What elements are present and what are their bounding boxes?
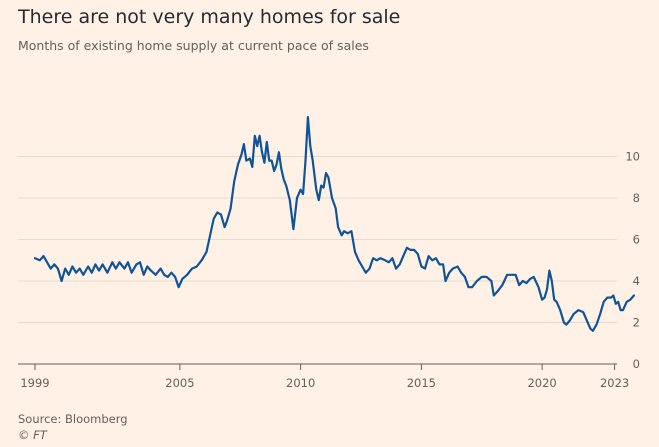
chart-subtitle: Months of existing home supply at curren… <box>18 38 369 53</box>
x-tick-label: 2020 <box>527 376 556 390</box>
y-tick-label: 4 <box>633 274 640 288</box>
x-tick-label: 2015 <box>407 376 436 390</box>
source-note: Source: Bloomberg <box>18 412 128 426</box>
x-tick-label: 1999 <box>20 376 49 390</box>
y-tick-label: 2 <box>633 316 640 330</box>
x-tick-label: 2023 <box>600 376 629 390</box>
ft-credit: © FT <box>18 428 47 442</box>
series-line-0 <box>33 116 635 332</box>
y-tick-label: 10 <box>625 150 640 164</box>
chart-title: There are not very many homes for sale <box>18 6 401 28</box>
y-tick-label: 8 <box>633 191 640 205</box>
x-tick-label: 2010 <box>286 376 315 390</box>
y-tick-label: 6 <box>633 233 640 247</box>
x-tick-label: 2005 <box>165 376 194 390</box>
y-tick-label: 0 <box>633 357 640 371</box>
